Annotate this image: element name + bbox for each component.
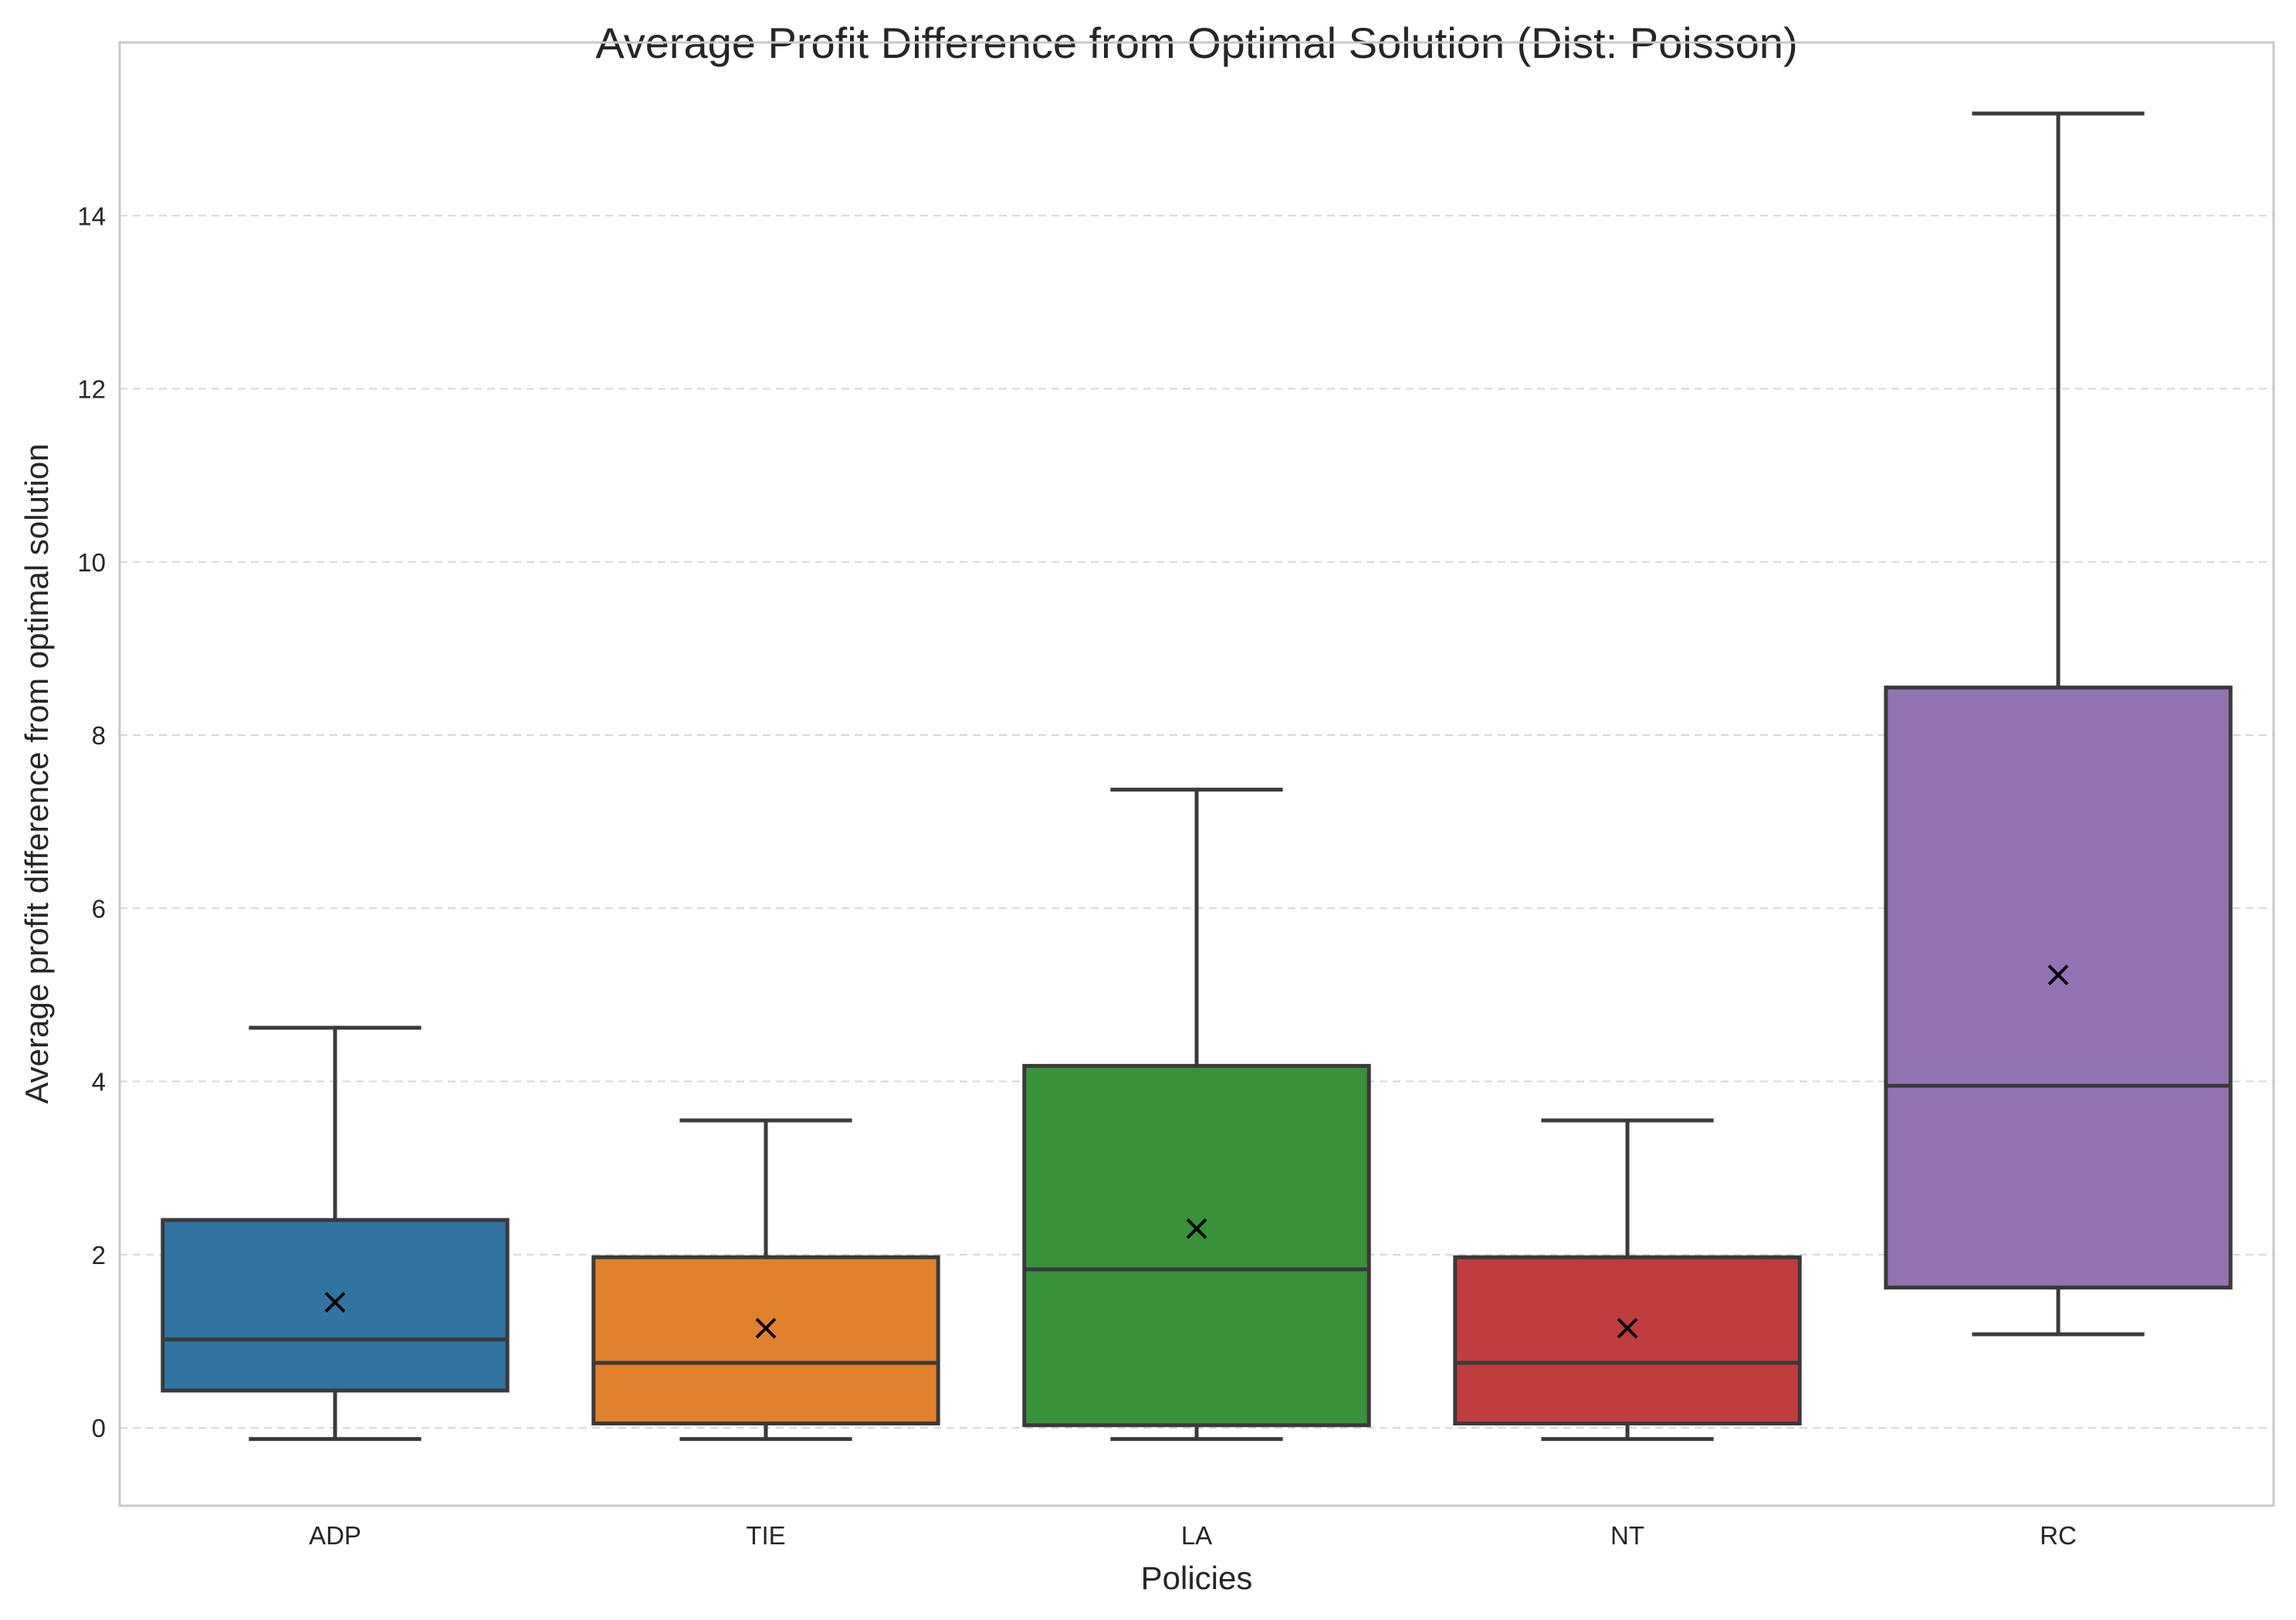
box-group-tie [591,1118,940,1442]
mean-marker [1617,1317,1638,1339]
y-axis-label: Average profit difference from optimal s… [19,443,55,1103]
y-tick-label: 4 [92,1068,106,1096]
y-tick-label: 6 [92,894,106,923]
y-tick-label: 8 [92,721,106,750]
mean-marker [2047,964,2069,986]
x-tick-label: NT [1610,1521,1644,1550]
y-tick-label: 2 [92,1241,106,1269]
mean-marker-stroke [1617,1317,1638,1339]
y-tick-label: 14 [77,202,106,230]
box-group-adp [161,1025,510,1442]
y-tick-label: 10 [77,548,106,577]
plot-frame [118,41,2275,1507]
x-tick-label: LA [1181,1521,1212,1550]
box-series [161,111,2233,1442]
x-tick-labels: ADP TIE LA NT RC [309,1521,2077,1550]
box [161,1218,510,1393]
box [1884,685,2233,1290]
mean-marker-stroke [755,1317,777,1339]
y-tick-label: 0 [92,1414,106,1442]
y-tick-label: 12 [77,375,106,404]
y-tick-labels: 0 2 4 6 8 10 12 14 [77,202,106,1442]
x-tick-label: TIE [746,1521,785,1550]
mean-marker-stroke [1186,1218,1207,1239]
x-tick-label: ADP [309,1521,361,1550]
mean-marker [1186,1218,1207,1239]
mean-marker-stroke [2047,964,2069,986]
box-group-la [1022,788,1371,1442]
box [1453,1255,1802,1425]
box [591,1255,940,1425]
mean-marker-stroke [324,1292,346,1313]
box [1022,1063,1371,1428]
mean-marker [755,1317,777,1339]
box-group-nt [1453,1118,1802,1442]
x-tick-label: RC [2040,1521,2077,1550]
box-group-rc [1884,111,2233,1337]
mean-marker [324,1292,346,1313]
x-axis-label: Policies [1141,1560,1253,1596]
